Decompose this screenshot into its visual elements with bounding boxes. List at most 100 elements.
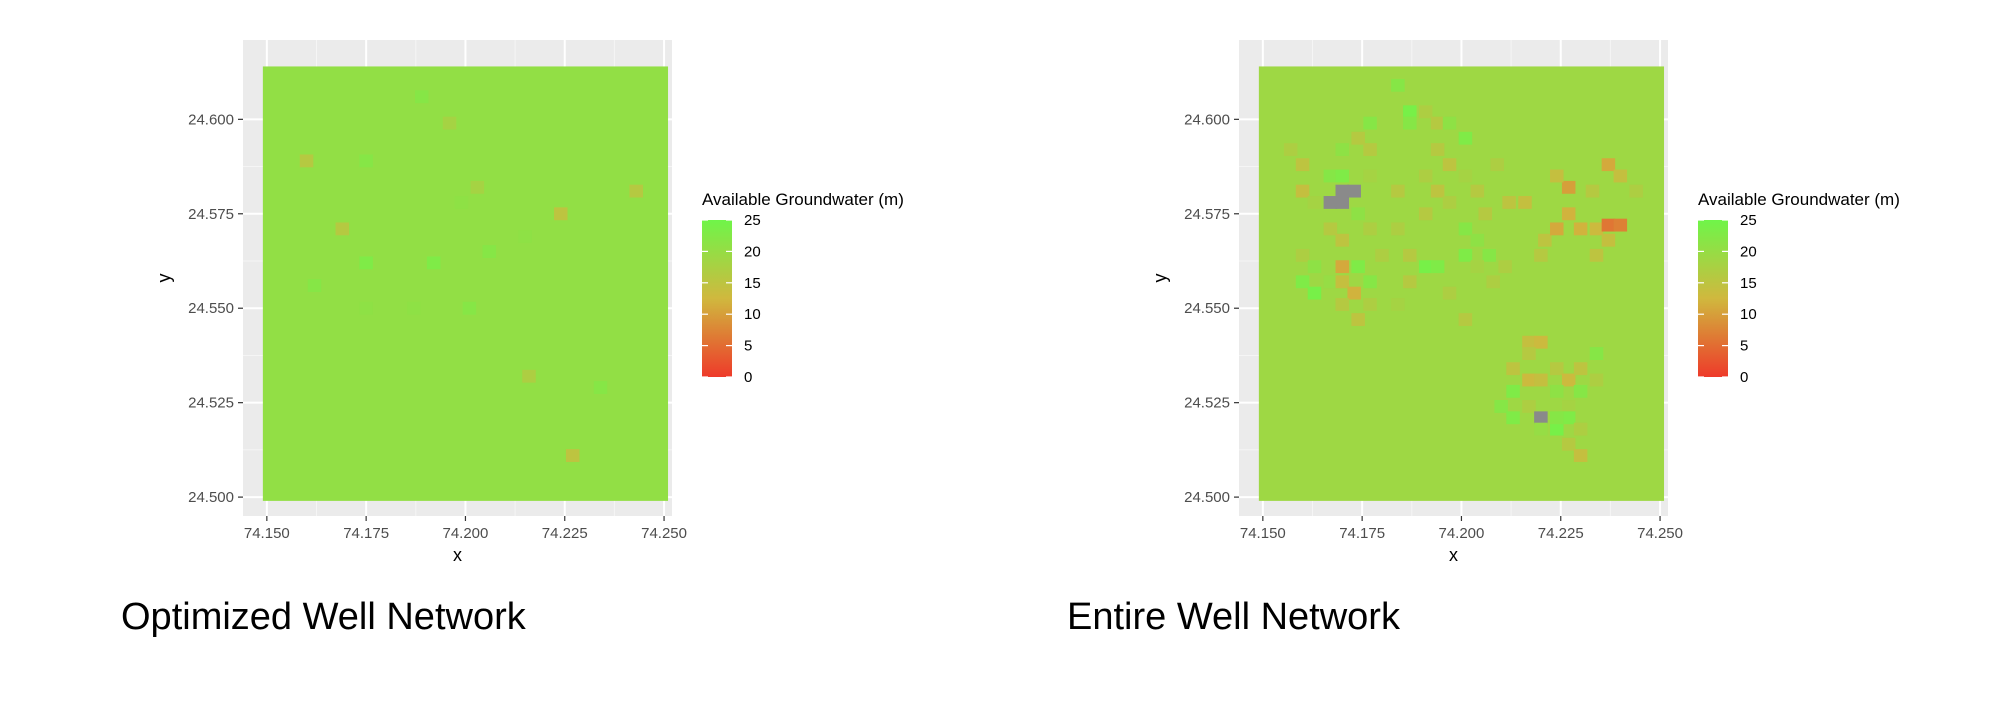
entire-heatmap-cell: [1573, 222, 1588, 236]
entire-heatmap-cell: [1323, 169, 1338, 183]
entire-heatmap-cell: [1506, 411, 1520, 425]
entire-heatmap-cell: [1534, 422, 1548, 436]
entire-x-tick-label: 74.175: [1339, 525, 1385, 542]
entire-heatmap-cell: [1561, 207, 1576, 221]
optimized-heatmap-cell: [470, 180, 485, 194]
entire-x-tick-label: 74.225: [1538, 525, 1584, 542]
entire-heatmap-cell: [1470, 233, 1485, 247]
optimized-heatmap-cell: [299, 154, 314, 168]
optimized-heatmap-cell: [307, 279, 322, 292]
entire-heatmap-cell: [1538, 233, 1552, 247]
entire-heatmap-cell: [1335, 233, 1350, 247]
entire-heatmap-cell: [1518, 196, 1532, 209]
entire-heatmap-cell: [1490, 158, 1504, 172]
heatmap-chart-entire: 74.150 74.175 74.200 74.225 74.250 24.500 24.5…: [1150, 40, 1900, 565]
entire-heatmap-cell: [1430, 116, 1445, 130]
optimized-x-tick-label: 74.225: [542, 525, 588, 542]
entire-heatmap-cell: [1335, 275, 1350, 289]
optimized-cells: [299, 90, 644, 462]
entire-y-tick-label: 24.550: [1184, 300, 1230, 317]
entire-heatmap-cell: [1498, 260, 1512, 274]
entire-heatmap-cell: [1363, 143, 1377, 156]
optimized-heatmap-cell: [454, 196, 469, 209]
optimized-legend-colorbar: [702, 220, 732, 377]
entire-heatmap-cell: [1561, 437, 1576, 451]
entire-heatmap-cell: [1550, 422, 1564, 436]
entire-heatmap-cell: [1601, 158, 1616, 172]
entire-heatmap-cell: [1347, 286, 1361, 300]
entire-heatmap-cell: [1506, 384, 1520, 398]
entire-heatmap-cell: [1534, 248, 1548, 262]
entire-heatmap-cell: [1550, 384, 1564, 398]
entire-heatmap-cell: [1458, 222, 1473, 236]
entire-heatmap-cell: [1403, 105, 1417, 119]
optimized-x-tick-label: 74.200: [442, 525, 488, 542]
entire-heatmap-cell: [1613, 218, 1628, 232]
entire-legend-label: 0: [1740, 369, 1748, 386]
entire-x-tick-label: 74.200: [1438, 525, 1484, 542]
entire-heatmap-cell: [1347, 184, 1361, 198]
optimized-x-tick-label: 74.175: [343, 525, 389, 542]
entire-heatmap-cell: [1335, 196, 1350, 209]
entire-heatmap-cell: [1482, 248, 1497, 262]
entire-heatmap-cell: [1403, 275, 1417, 289]
entire-heatmap-cell: [1283, 143, 1298, 156]
entire-heatmap-cell: [1550, 362, 1564, 376]
entire-heatmap-cell: [1307, 260, 1322, 274]
entire-heatmap-cell: [1589, 248, 1604, 262]
entire-heatmap-cell: [1295, 275, 1310, 289]
entire-legend-label: 15: [1740, 275, 1757, 292]
optimized-heatmap-cell: [522, 369, 536, 383]
entire-x-tick-label: 74.250: [1637, 525, 1683, 542]
entire-heatmap-cell: [1403, 248, 1417, 262]
optimized-heatmap-cell: [359, 256, 373, 270]
entire-heatmap-cell: [1442, 116, 1457, 130]
entire-heatmap-cell: [1295, 158, 1310, 172]
entire-heatmap-cell: [1522, 347, 1536, 360]
entire-y-tick-label: 24.600: [1184, 111, 1230, 128]
entire-heatmap-cell: [1470, 260, 1485, 274]
entire-y-axis-label: y: [1150, 274, 1170, 283]
optimized-legend-label: 15: [744, 275, 761, 292]
entire-legend-label: 25: [1740, 212, 1757, 229]
entire-y-tick-label: 24.575: [1184, 206, 1230, 223]
entire-heatmap-cell: [1335, 169, 1350, 183]
entire-heatmap-cell: [1502, 196, 1516, 209]
optimized-legend-label: 5: [744, 338, 752, 355]
optimized-heatmap-cell: [414, 90, 429, 104]
entire-heatmap-cell: [1522, 335, 1536, 349]
entire-heatmap-cell: [1522, 400, 1536, 413]
entire-x-tick-label: 74.150: [1240, 525, 1286, 542]
optimized-heatmap-cell: [593, 381, 608, 394]
entire-heatmap-cell: [1478, 207, 1493, 221]
entire-heatmap-cell: [1363, 298, 1377, 311]
entire-heatmap-cell: [1295, 184, 1310, 198]
entire-heatmap-cell: [1403, 116, 1417, 130]
entire-heatmap-cell: [1442, 286, 1457, 300]
entire-legend-label: 10: [1740, 306, 1757, 323]
entire-heatmap-cell: [1550, 411, 1564, 425]
entire-heatmap-cell: [1323, 275, 1338, 289]
entire-cells: [1283, 78, 1643, 462]
entire-heatmap-cell: [1418, 169, 1433, 183]
optimized-y-tick-label: 24.525: [188, 395, 234, 412]
optimized-legend-title: Available Groundwater (m): [702, 190, 904, 209]
optimized-heatmap-cell: [359, 301, 373, 315]
entire-heatmap-cell: [1418, 105, 1433, 119]
optimized-y-tick-label: 24.575: [188, 206, 234, 223]
entire-heatmap-cell: [1470, 184, 1485, 198]
optimized-y-tick-label: 24.600: [188, 111, 234, 128]
entire-heatmap-cell: [1430, 143, 1445, 156]
entire-raster-background: [1258, 66, 1665, 501]
entire-y-tick-label: 24.500: [1184, 489, 1230, 506]
entire-heatmap-cell: [1561, 180, 1576, 194]
entire-heatmap-cell: [1363, 222, 1377, 236]
entire-y-tick-label: 24.525: [1184, 395, 1230, 412]
entire-heatmap-cell: [1442, 158, 1457, 172]
optimized-heatmap-cell: [407, 301, 421, 315]
entire-heatmap-cell: [1494, 400, 1508, 413]
entire-heatmap-cell: [1307, 196, 1322, 209]
entire-heatmap-cell: [1629, 184, 1643, 198]
entire-heatmap-cell: [1351, 260, 1365, 274]
optimized-legend-label: 25: [744, 212, 761, 229]
